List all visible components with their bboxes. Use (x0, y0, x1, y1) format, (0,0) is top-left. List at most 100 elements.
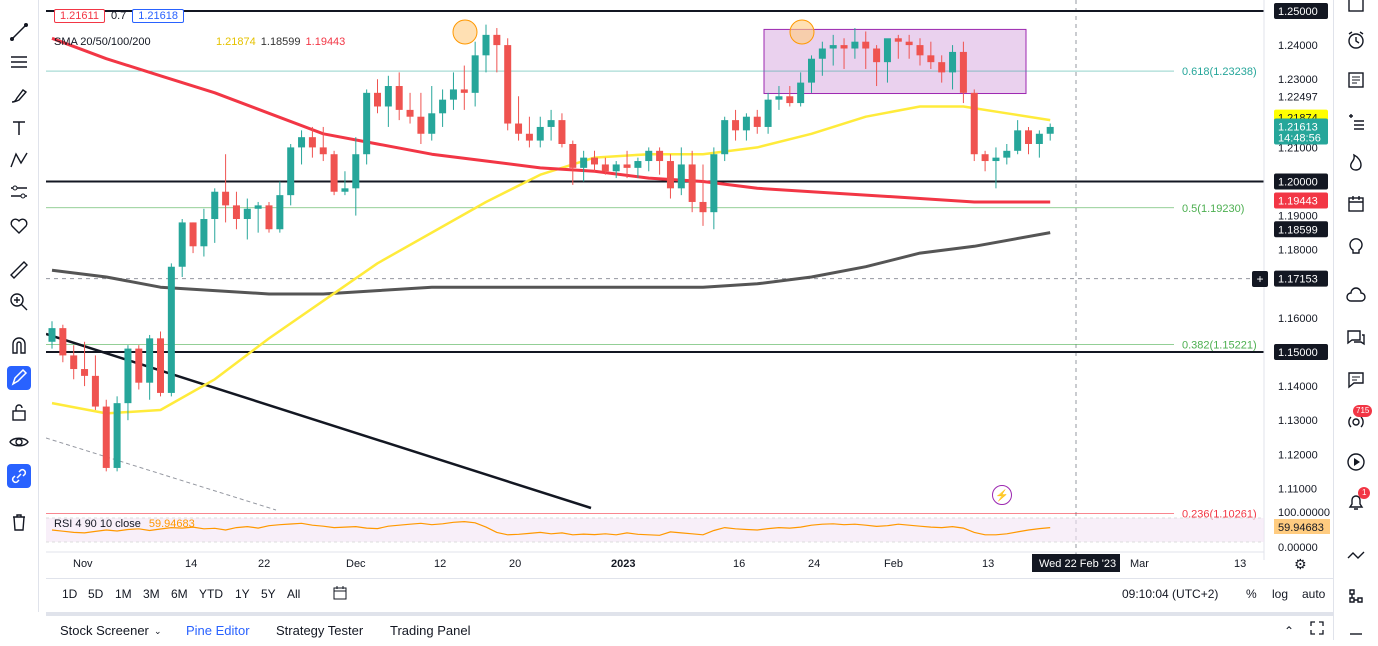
range-1m[interactable]: 1M (115, 587, 132, 601)
trend-line-icon[interactable] (7, 20, 31, 44)
range-5d[interactable]: 5D (88, 587, 104, 601)
streams-icon[interactable] (1344, 410, 1368, 434)
range-3m[interactable]: 3M (143, 587, 160, 601)
price-chart[interactable]: 0.618(1.23238) 0.5(1.19230) 0.382(1.15221)… (46, 0, 1330, 578)
tab-pine-editor[interactable]: Pine Editor (186, 623, 250, 638)
candle-body (265, 205, 273, 230)
chats-icon[interactable] (1344, 326, 1368, 350)
time-tick-label: 14 (185, 558, 197, 570)
trash-icon[interactable] (7, 510, 31, 534)
add-alert-plus-icon[interactable]: + (1252, 271, 1268, 287)
ask-price[interactable]: 1.21618 (132, 9, 185, 23)
ruler-icon[interactable] (7, 258, 31, 282)
candle-body (525, 133, 533, 141)
tab-strategy-tester[interactable]: Strategy Tester (276, 623, 364, 638)
maximize-panel-icon[interactable] (1310, 621, 1324, 638)
range-1y[interactable]: 1Y (235, 587, 250, 601)
price-tag (1274, 192, 1328, 209)
range-5y[interactable]: 5Y (261, 587, 276, 601)
wave-chevron-icon[interactable] (1344, 544, 1368, 568)
alerts-count-badge: 715 (1353, 405, 1373, 417)
chat-cloud-icon[interactable] (1344, 284, 1368, 308)
pattern-icon[interactable] (7, 148, 31, 172)
add-to-list-icon[interactable] (1344, 110, 1368, 134)
candle-body (905, 41, 913, 46)
eye-icon[interactable] (7, 430, 31, 454)
bid-price[interactable]: 1.21611 (54, 9, 105, 23)
brush-icon[interactable] (7, 84, 31, 108)
time-tick-label: 24 (808, 558, 820, 570)
settings-gear-icon[interactable]: ⚙ (1294, 557, 1307, 573)
range-ytd[interactable]: YTD (199, 587, 223, 601)
projection-icon[interactable] (7, 180, 31, 204)
swing-high-marker (452, 19, 478, 45)
stay-in-drawing-mode-icon[interactable] (7, 366, 31, 390)
time-tick-label: 13 (982, 558, 994, 570)
candle-body (742, 116, 750, 131)
candle-body (580, 157, 588, 168)
candle-body (70, 355, 78, 370)
candle-body (146, 338, 154, 383)
range-1d[interactable]: 1D (62, 587, 78, 601)
text-icon[interactable] (7, 116, 31, 140)
calendar-icon[interactable] (1344, 192, 1368, 216)
date-range-icon[interactable] (332, 585, 348, 604)
price-tick-label: 1.13000 (1278, 415, 1318, 427)
heart-icon[interactable] (7, 214, 31, 238)
candle-body (1046, 126, 1054, 134)
magnet-icon[interactable] (7, 334, 31, 358)
candle-body (786, 96, 794, 104)
log-toggle[interactable]: log (1272, 587, 1289, 601)
play-circle-icon[interactable] (1344, 450, 1368, 474)
zoom-in-icon[interactable] (7, 290, 31, 314)
candle-body (178, 222, 186, 267)
messages-icon[interactable] (1344, 368, 1368, 392)
chart-pane[interactable]: 0.618(1.23238) 0.5(1.19230) 0.382(1.15221)… (46, 0, 1330, 578)
candle-body (287, 147, 295, 196)
price-tag-label: 1.17153 (1278, 274, 1318, 286)
notifications-bell-icon[interactable] (1344, 490, 1368, 514)
lightning-icon[interactable]: ⚡ (992, 485, 1012, 505)
percent-toggle[interactable]: % (1246, 587, 1257, 601)
candle-body (135, 348, 143, 383)
time-tick-label: Mar (1130, 558, 1149, 570)
drawing-toolbar (0, 0, 39, 612)
time-cursor-label: Wed 22 Feb '23 (1039, 558, 1116, 570)
bottom-panel-tabs: Stock Screener ⌄ Pine Editor Strategy Te… (46, 612, 1334, 644)
price-tick-label: 1.12000 (1278, 449, 1318, 461)
rsi-label: RSI 4 90 10 close (54, 518, 141, 530)
candle-body (515, 123, 523, 134)
price-tick-label: 1.11000 (1278, 483, 1317, 495)
ideas-lightbulb-icon[interactable] (1344, 234, 1368, 258)
hotlist-fire-icon[interactable] (1344, 150, 1368, 174)
sma-legend-values: 1.21874 1.18599 1.19443 (216, 36, 345, 48)
range-all[interactable]: All (287, 587, 301, 601)
news-icon[interactable] (1344, 68, 1368, 92)
candle-body (829, 45, 837, 49)
candle-body (243, 208, 251, 220)
more-icon[interactable] (1344, 622, 1368, 646)
chevron-down-icon[interactable]: ⌄ (154, 626, 162, 636)
price-tag (1274, 3, 1328, 19)
watchlist-icon[interactable] (1344, 0, 1368, 16)
tab-trading-panel[interactable]: Trading Panel (390, 623, 471, 638)
horizontal-lines-icon[interactable] (7, 50, 31, 74)
candle-body (656, 150, 664, 162)
candle-body (710, 154, 718, 213)
price-tag-label: 1.20000 (1278, 177, 1318, 189)
candle-body (232, 205, 240, 220)
candle-body (482, 34, 490, 56)
auto-toggle[interactable]: auto (1302, 587, 1326, 601)
minimize-panel-icon[interactable]: ⌃ (1284, 624, 1295, 638)
alarm-clock-icon[interactable] (1344, 28, 1368, 52)
candle-body (102, 406, 110, 468)
candle-body (417, 116, 425, 134)
link-icon[interactable] (7, 464, 31, 488)
candle-body (157, 338, 164, 393)
lock-icon[interactable] (7, 400, 31, 424)
object-tree-icon[interactable] (1344, 584, 1368, 608)
tab-stock-screener[interactable]: Stock Screener (60, 623, 149, 638)
price-tick-label: 1.18000 (1278, 245, 1318, 257)
clock-time[interactable]: 09:10:04 (UTC+2) (1122, 587, 1219, 601)
range-6m[interactable]: 6M (171, 587, 188, 601)
